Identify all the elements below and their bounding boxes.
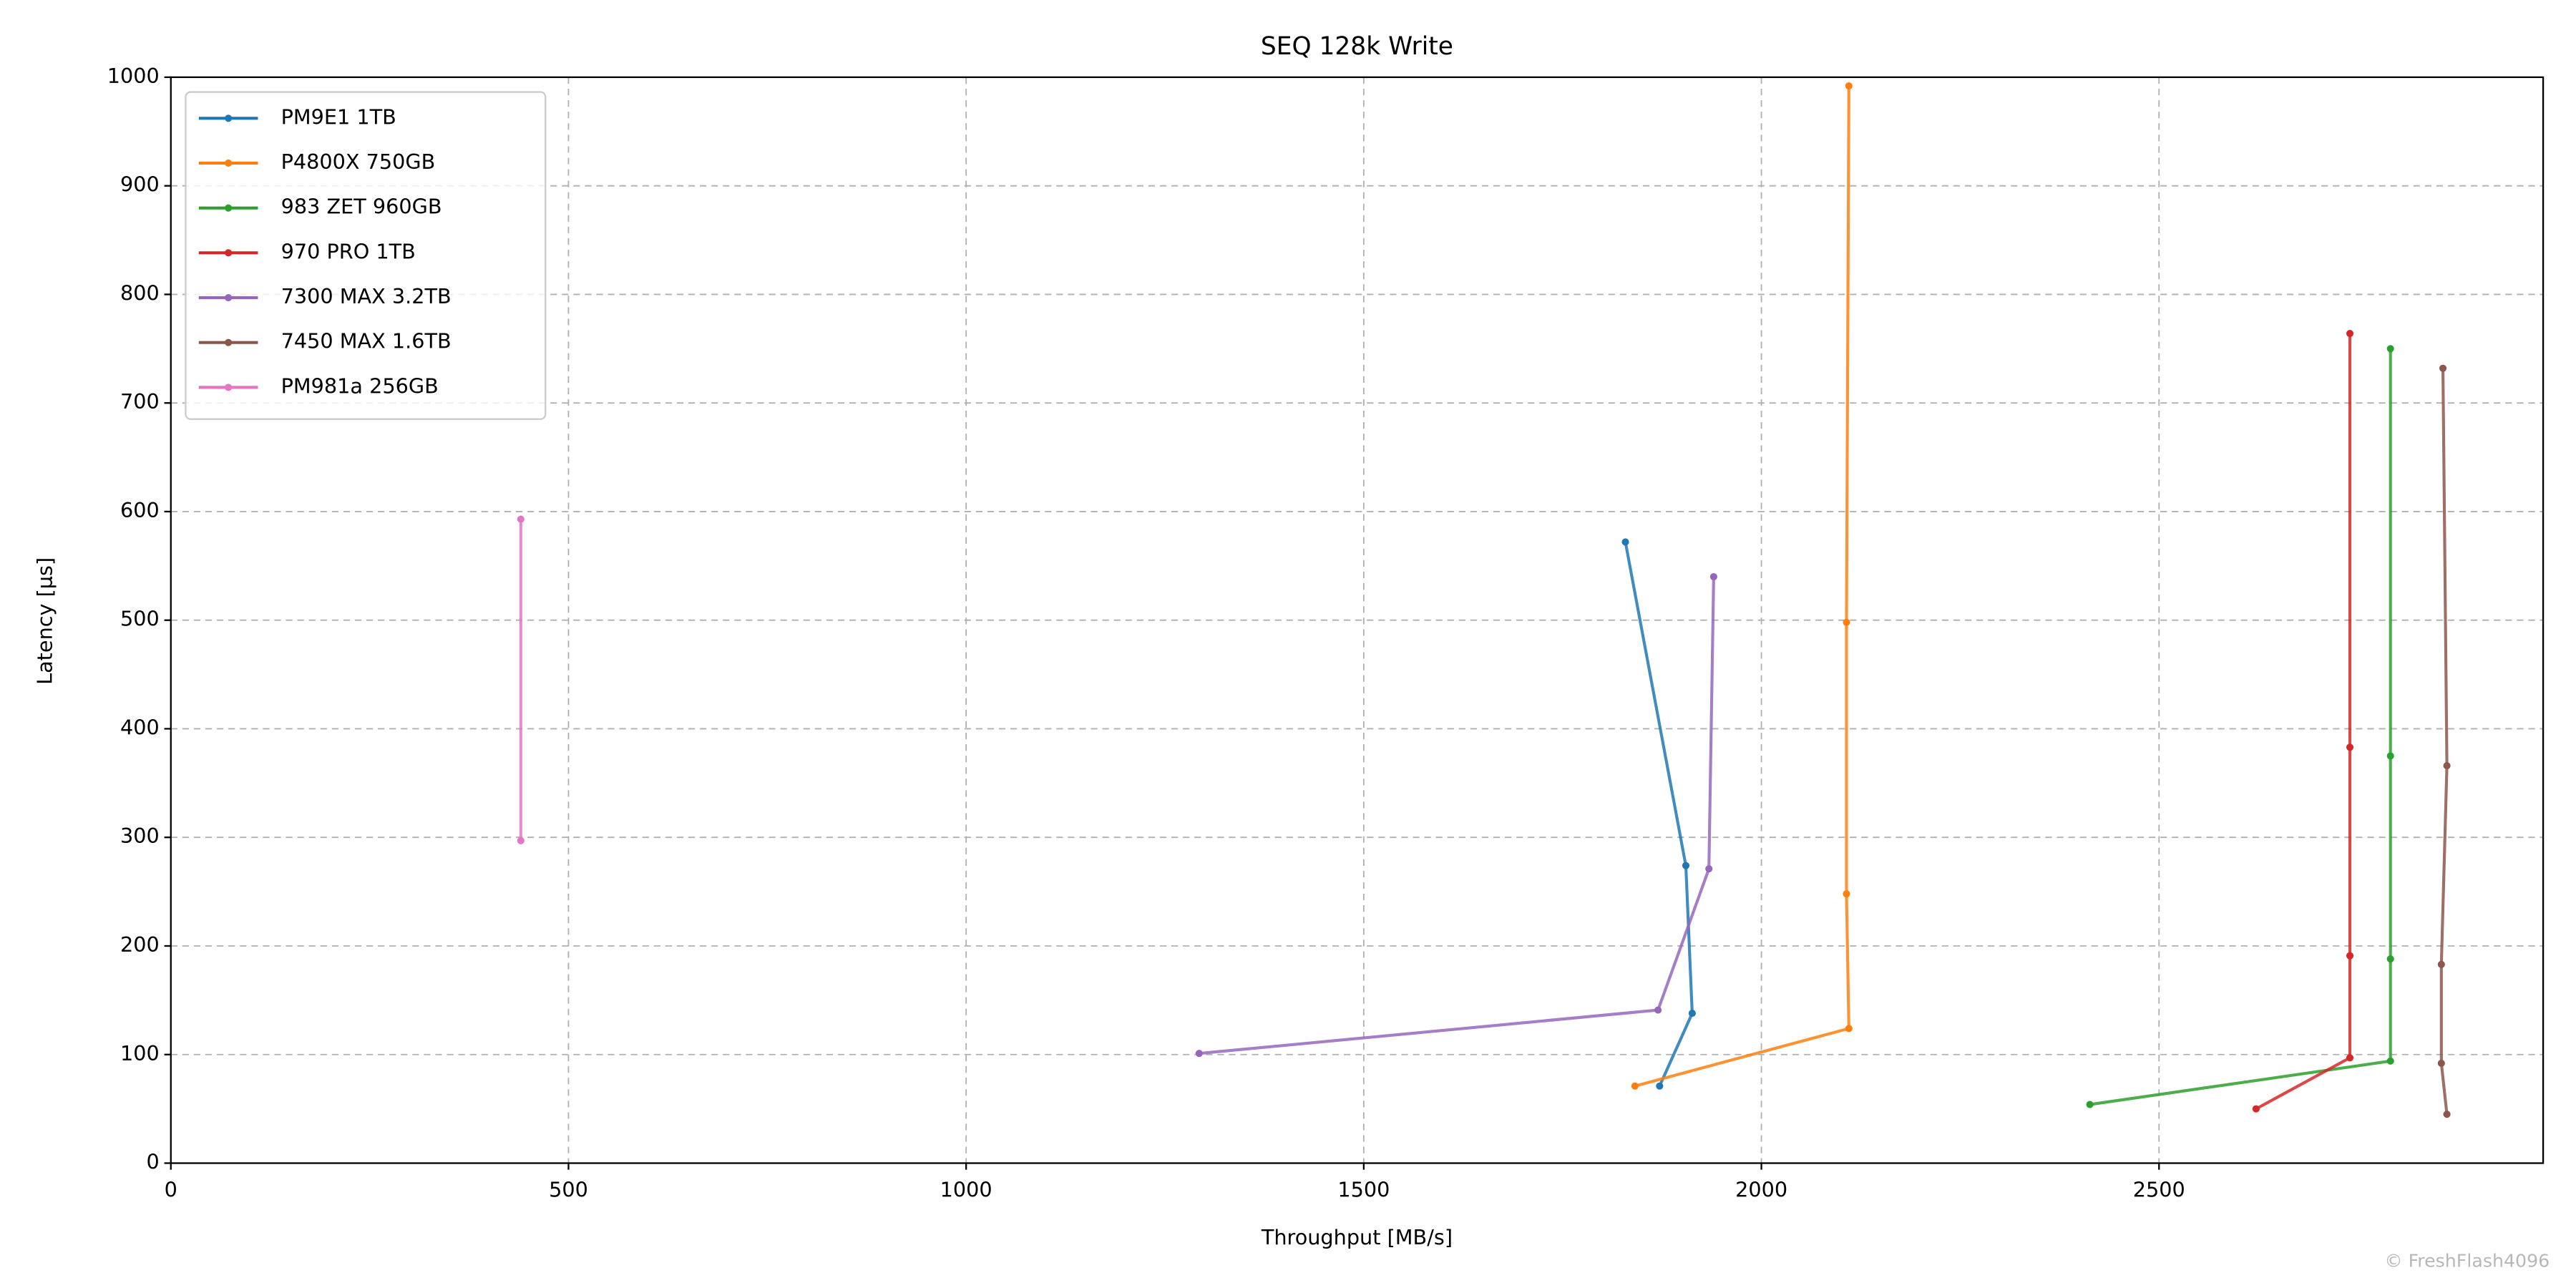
data-point (517, 515, 525, 523)
y-tick-label: 1000 (107, 64, 160, 88)
data-point (1845, 82, 1853, 90)
data-point (2346, 743, 2354, 751)
data-point (1631, 1082, 1639, 1090)
series-line (1199, 576, 1715, 1055)
x-tick-label: 0 (165, 1178, 177, 1202)
legend-label: 983 ZET 960GB (281, 195, 442, 219)
data-point (2386, 955, 2394, 963)
data-point (2437, 960, 2445, 968)
y-axis-label: Latency [µs] (32, 557, 57, 685)
data-point (2386, 345, 2394, 353)
data-point (2439, 364, 2447, 372)
legend-marker (225, 249, 233, 257)
y-tick-label: 0 (146, 1150, 159, 1174)
y-tick-label: 700 (120, 389, 160, 414)
data-point (2346, 1054, 2354, 1062)
legend-label: PM9E1 1TB (281, 104, 396, 129)
series-line (2439, 368, 2449, 1115)
y-tick-label: 400 (120, 715, 160, 739)
y-tick-label: 800 (120, 280, 160, 305)
legend-marker (225, 293, 233, 302)
data-point (1654, 1006, 1662, 1014)
y-tick-label: 100 (120, 1041, 160, 1065)
data-point (1656, 1082, 1664, 1090)
legend-label: 7450 MAX 1.6TB (281, 329, 452, 353)
series-line (2089, 348, 2392, 1106)
legend-label: 7300 MAX 3.2TB (281, 284, 452, 308)
y-tick-label: 500 (120, 607, 160, 631)
data-point (517, 836, 525, 844)
legend-marker (225, 204, 233, 212)
series-line (2255, 333, 2352, 1111)
y-tick-label: 300 (120, 824, 160, 848)
x-tick-label: 500 (549, 1178, 588, 1202)
data-point (2443, 762, 2451, 770)
legend-marker (225, 159, 233, 167)
data-point (2346, 952, 2354, 960)
data-point (1195, 1050, 1203, 1058)
data-point (1688, 1010, 1696, 1018)
data-point (2443, 1111, 2451, 1118)
legend-marker (225, 114, 233, 122)
data-point (2386, 1057, 2394, 1065)
data-point (2346, 330, 2354, 338)
data-point (1621, 538, 1629, 546)
data-point (2437, 1059, 2445, 1067)
x-tick-label: 1000 (940, 1178, 992, 1202)
data-point (1709, 572, 1717, 581)
y-tick-label: 200 (120, 932, 160, 957)
series-line (1624, 542, 1694, 1087)
plot-frame (170, 76, 2545, 1164)
chart-title: SEQ 128k Write (1261, 32, 1453, 61)
legend-label: PM981a 256GB (281, 374, 439, 398)
legend-label: P4800X 750GB (281, 150, 436, 174)
legend-label: 970 PRO 1TB (281, 239, 416, 263)
data-point (1682, 862, 1690, 869)
x-tick-label: 2500 (2133, 1178, 2185, 1202)
data-point (1843, 890, 1850, 898)
x-tick-label: 1500 (1337, 1178, 1390, 1202)
y-tick-label: 900 (120, 172, 160, 197)
legend-marker (225, 384, 233, 391)
legend-box (185, 91, 547, 420)
legend-marker (225, 338, 233, 346)
data-point (2386, 752, 2394, 760)
x-axis-label: Throughput [MB/s] (1261, 1225, 1453, 1249)
data-point (1845, 1025, 1853, 1033)
series-line (1634, 86, 1850, 1088)
watermark: © FreshFlash4096 (2384, 1250, 2550, 1271)
data-point (2252, 1105, 2260, 1113)
data-point (1843, 618, 1850, 626)
data-point (2086, 1101, 2094, 1108)
x-tick-label: 2000 (1735, 1178, 1787, 1202)
data-point (1705, 865, 1713, 873)
y-tick-label: 600 (120, 498, 160, 522)
